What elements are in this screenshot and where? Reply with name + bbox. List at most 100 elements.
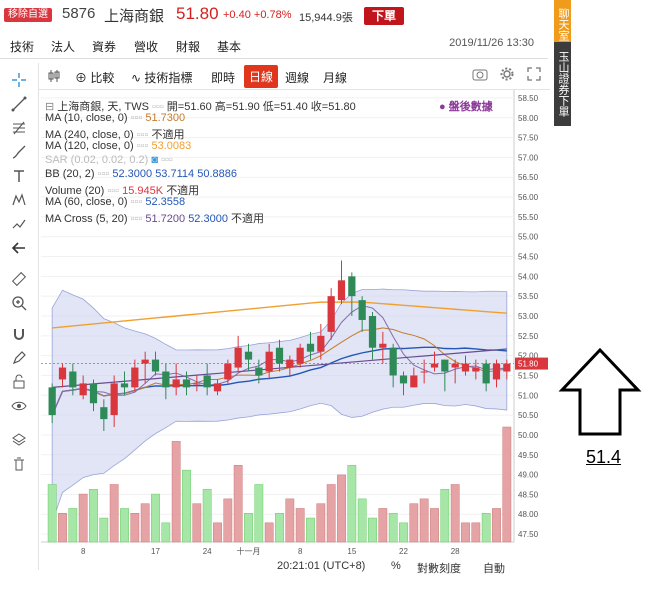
volume-bar — [326, 484, 336, 543]
y-tick-label: 51.00 — [518, 391, 539, 400]
order-button[interactable]: 下單 — [364, 7, 404, 25]
ma240-label: MA (240, close, 0) — [45, 129, 134, 141]
tab-institutional[interactable]: 法人 — [51, 40, 76, 54]
chart-canvas[interactable]: 58.50 58.00 57.50 57.00 56.50 56.00 55.50 55.00… — [39, 90, 550, 560]
tab-basic[interactable]: 基本 — [217, 40, 242, 54]
ma60-controls: ▫▫▫ — [130, 196, 143, 208]
candle-body — [162, 371, 170, 388]
volume-bar — [337, 474, 346, 543]
indicators-button[interactable]: ∿ 技術指標 — [131, 69, 192, 86]
remove-watchlist-button[interactable]: 移除自選 — [4, 8, 52, 22]
y-tick-label: 58.00 — [518, 114, 539, 123]
tab-revenue[interactable]: 營收 — [134, 40, 159, 54]
volume-bar — [140, 503, 150, 543]
back-arrow-icon[interactable] — [8, 237, 30, 259]
bb-controls: ▫▫▫ — [97, 168, 110, 180]
legend-ma10: MA (10, close, 0) ▫▫▫ 51.7300 — [45, 112, 185, 124]
volume-bar — [419, 498, 429, 543]
legend-title-row: ⊟ 上海商銀, 天, TWS ▫▫▫ 開=51.60 高=51.90 低=51.… — [45, 98, 356, 114]
candle-body — [151, 359, 160, 372]
lock-pencil-icon[interactable] — [8, 347, 30, 369]
volume-bar — [223, 498, 233, 543]
ruler-icon[interactable] — [8, 268, 30, 290]
candle-body — [410, 375, 418, 388]
x-tick-label: 28 — [451, 547, 460, 556]
crosshair-icon[interactable] — [8, 69, 30, 91]
x-tick-label: 17 — [151, 547, 160, 556]
pattern-icon[interactable] — [8, 189, 30, 211]
eye-icon[interactable] — [8, 395, 30, 417]
volume-bar — [151, 493, 160, 543]
interval-monthly[interactable]: 月線 — [323, 71, 348, 85]
sar-eye-icon[interactable]: ◙ — [151, 154, 159, 166]
current-price-label: 51.80 — [518, 360, 539, 369]
tab-margin[interactable]: 資券 — [92, 40, 117, 54]
candle-body — [48, 387, 56, 416]
volume-bar — [430, 508, 439, 543]
fib-icon[interactable] — [8, 117, 30, 139]
tab-technical[interactable]: 技術 — [10, 40, 35, 54]
legend-title: 上海商銀, 天, TWS — [57, 101, 149, 113]
interval-weekly[interactable]: 週線 — [285, 71, 310, 85]
candle-body — [296, 347, 304, 364]
legend-settings-icons[interactable]: ▫▫▫ — [152, 101, 164, 113]
indicator-wave-icon: ∿ — [131, 71, 142, 85]
auto-scale-toggle[interactable]: 自動 — [483, 563, 505, 575]
collapse-icon[interactable]: ⊟ — [45, 101, 55, 113]
volume-bar — [275, 513, 284, 543]
fullscreen-icon[interactable] — [527, 67, 541, 84]
layers-icon[interactable] — [8, 429, 30, 451]
y-tick-label: 49.50 — [518, 451, 539, 460]
candle-body — [420, 371, 428, 373]
candle-body — [244, 351, 253, 360]
compare-button[interactable]: ⊕ 比較 — [75, 69, 114, 86]
magnet-icon[interactable] — [8, 323, 30, 345]
prediction-icon[interactable] — [8, 213, 30, 235]
candle-body — [131, 367, 139, 388]
candle-body — [379, 343, 387, 348]
bb-value-lower: 50.8886 — [197, 168, 237, 180]
volume-bar — [182, 469, 191, 543]
macross-value-fast: 51.7200 — [145, 213, 186, 225]
trend-line-icon[interactable] — [8, 93, 30, 115]
candle-type-icon[interactable] — [47, 69, 61, 86]
interval-realtime[interactable]: 即時 — [211, 71, 236, 85]
volume-bar — [99, 517, 109, 543]
candle-body — [358, 300, 366, 320]
settings-gear-icon[interactable] — [500, 67, 514, 84]
macross-value-slow: 52.3000 — [188, 213, 228, 225]
tab-financials[interactable]: 財報 — [176, 40, 201, 54]
stock-header: 移除自選 5876 上海商銀 51.80 +0.40 +0.78% 15,944… — [0, 0, 548, 32]
camera-icon[interactable] — [472, 67, 488, 84]
y-tick-label: 53.50 — [518, 292, 539, 301]
sar-controls: ▫▫▫ — [161, 154, 173, 166]
zoom-in-icon[interactable] — [8, 292, 30, 314]
brush-icon[interactable] — [8, 141, 30, 163]
esun-order-tab[interactable]: 玉山證券下單 — [554, 42, 571, 126]
volume-bar — [254, 484, 264, 543]
volume-ma-value: 不適用 — [166, 185, 200, 197]
chat-room-tab[interactable]: 聊天室 — [554, 0, 571, 48]
ma120-label: MA (120, close, 0) — [45, 140, 134, 152]
legend-ohlc: 開=51.60 高=51.90 低=51.40 收=51.80 — [166, 101, 356, 113]
volume-bar — [399, 522, 408, 543]
candle-body — [182, 379, 191, 388]
price-chart[interactable]: 58.50 58.00 57.50 57.00 56.50 56.00 55.50 55.00… — [39, 90, 550, 570]
interval-daily[interactable]: 日線 — [244, 65, 279, 88]
legend-ma240: MA (240, close, 0) ▫▫▫ 不適用 — [45, 126, 184, 142]
tab-bar: 技術 法人 資券 營收 財報 基本 2019/11/26 13:30 — [0, 32, 548, 59]
compare-plus-icon: ⊕ — [75, 71, 88, 85]
macross-label: MA Cross (5, 20) — [45, 213, 128, 225]
volume-bar — [502, 426, 512, 543]
trash-icon[interactable] — [8, 453, 30, 475]
y-tick-label: 55.50 — [518, 213, 539, 222]
volume-bar — [440, 489, 450, 543]
log-scale-toggle[interactable]: 對數刻度 — [417, 563, 461, 575]
stock-name: 上海商銀 — [104, 8, 165, 25]
drawing-toolbar — [0, 63, 39, 570]
legend-ma60: MA (60, close, 0) ▫▫▫ 52.3558 — [45, 196, 185, 208]
volume-bar — [202, 489, 212, 543]
text-icon[interactable] — [8, 165, 30, 187]
lock-icon[interactable] — [8, 371, 30, 393]
percent-toggle[interactable]: % — [391, 560, 401, 572]
